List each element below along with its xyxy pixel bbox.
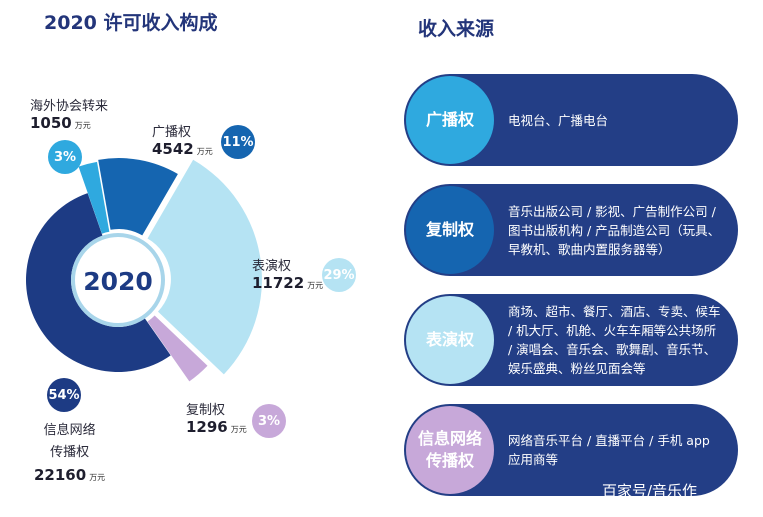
source-card-broadcast-circle: 广播权 [406, 76, 494, 164]
source-card-network-description: 网络音乐平台 / 直播平台 / 手机 app 应用商等 [508, 433, 710, 467]
source-card-reproduction-description: 音乐出版公司 / 影视、广告制作公司 / 图书出版机构 / 产品制造公司（玩具、… [508, 203, 721, 257]
watermark-text: 百家号/音乐作 [602, 482, 698, 500]
overseas-unit: 万元 [74, 121, 91, 130]
performance-value: 11722 [252, 274, 305, 292]
broadcast-name: 广播权 [152, 125, 192, 140]
overseas-name: 海外协会转来 [30, 99, 109, 114]
network-name-line2: 传播权 [50, 445, 90, 460]
performance-label: 表演权 11722 万元 [252, 258, 323, 294]
center-ring [71, 233, 165, 327]
source-card-reproduction-circle: 复制权 [406, 186, 494, 274]
network-unit: 万元 [89, 473, 106, 482]
performance-percent-badge: 29% [322, 258, 356, 292]
source-card-performance-description: 商场、超市、餐厅、酒店、专卖、候车 / 机大厅、机舱、火车车厢等公共场所 / 演… [508, 304, 721, 376]
pie-slice-performance [147, 159, 262, 375]
reproduction-percent-badge: 3% [252, 404, 286, 438]
network-label: 信息网络 传播权 22160 万元 [34, 420, 105, 489]
pie-slice-reproduction [147, 315, 208, 382]
broadcast-value: 4542 [152, 140, 194, 158]
source-card-broadcast-description: 电视台、广播电台 [508, 112, 609, 128]
overseas-value: 1050 [30, 114, 72, 132]
pie-slices [25, 158, 262, 382]
source-card-network: 信息网络 传播权 网络音乐平台 / 直播平台 / 手机 app 应用商等 [404, 404, 738, 496]
pie-chart: 2020 [25, 158, 262, 382]
sources-title: 收入来源 [418, 18, 495, 40]
source-card-reproduction: 复制权 音乐出版公司 / 影视、广告制作公司 / 图书出版机构 / 产品制造公司… [404, 184, 738, 276]
broadcast-unit: 万元 [196, 147, 213, 156]
source-card-network-circle: 信息网络 传播权 [406, 406, 494, 494]
source-card-broadcast: 广播权 电视台、广播电台 [404, 74, 738, 166]
performance-name: 表演权 [252, 259, 292, 274]
source-card-broadcast-title: 广播权 [425, 110, 474, 129]
chart-title: 2020 许可收入构成 [44, 12, 218, 34]
overseas-percent-badge: 3% [48, 140, 82, 174]
source-card-network-title-line2: 传播权 [425, 451, 474, 470]
pie-slice-broadcast [98, 158, 178, 236]
reproduction-unit: 万元 [230, 425, 247, 434]
reproduction-name: 复制权 [186, 403, 226, 418]
pie-slice-overseas [78, 161, 110, 234]
center-year-label: 2020 [83, 267, 153, 296]
source-card-performance-circle: 表演权 [406, 296, 494, 384]
source-card-network-title-line1: 信息网络 [417, 429, 482, 448]
pie-slice-network [25, 193, 171, 372]
performance-unit: 万元 [307, 281, 324, 290]
reproduction-label: 复制权 1296 万元 [186, 402, 247, 438]
source-card-performance-title: 表演权 [425, 330, 474, 349]
reproduction-value: 1296 [186, 418, 228, 436]
network-percent-badge: 54% [47, 378, 81, 412]
overseas-label: 海外协会转来 1050 万元 [30, 98, 108, 134]
broadcast-percent-badge: 11% [221, 125, 255, 159]
source-card-performance: 表演权 商场、超市、餐厅、酒店、专卖、候车 / 机大厅、机舱、火车车厢等公共场所… [404, 294, 738, 386]
network-value: 22160 [34, 466, 87, 484]
network-name-line1: 信息网络 [43, 423, 96, 438]
source-card-reproduction-title: 复制权 [425, 220, 474, 239]
broadcast-label: 广播权 4542 万元 [152, 124, 213, 160]
